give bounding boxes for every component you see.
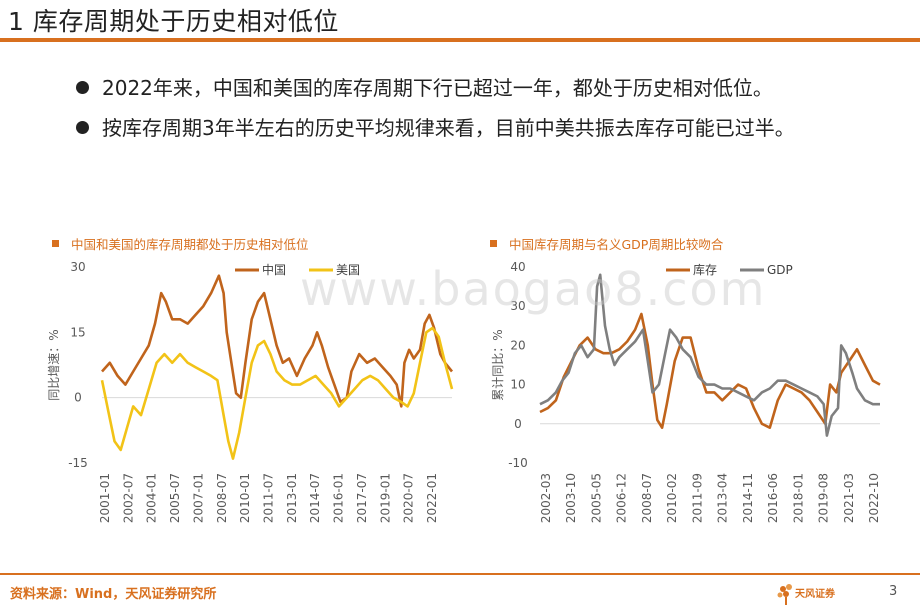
x-tick-label: 2019-01: [378, 473, 392, 523]
x-tick-label: 2004-01: [145, 473, 159, 523]
y-tick-label: 40: [510, 260, 525, 274]
x-tick-label: 2005-07: [168, 473, 182, 523]
x-tick-label: 2020-07: [402, 473, 416, 523]
x-tick-label: 2016-06: [766, 473, 780, 523]
x-tick-label: 2010-01: [238, 473, 252, 523]
footer-source: 资料来源：Wind，天风证券研究所: [10, 587, 217, 602]
y-axis-label: 累计同比：%: [491, 329, 505, 400]
x-tick-label: 2002-07: [121, 473, 135, 523]
logo-text: 天风证券: [795, 587, 836, 600]
x-tick-label: 2013-04: [716, 473, 730, 523]
x-tick-label: 2005-05: [589, 473, 603, 523]
legend-label: 中国: [262, 262, 286, 277]
chart-1-title-text: 中国和美国的库存周期都处于历史相对低位: [71, 237, 309, 252]
x-tick-label: 2008-07: [640, 473, 654, 523]
x-tick-label: 2001-01: [98, 473, 112, 523]
y-tick-label: -10: [508, 456, 528, 470]
x-tick-label: 2017-07: [355, 473, 369, 523]
y-tick-label: 15: [70, 325, 85, 339]
series-line-1: [539, 312, 881, 429]
page-title: 1 库存周期处于历史相对低位: [8, 7, 339, 36]
bullet-list: 2022年来，中国和美国的库存周期下行已超过一年，都处于历史相对低位。 按库存周…: [74, 68, 904, 148]
y-tick-label: -15: [68, 456, 88, 470]
legend-label: 美国: [336, 263, 360, 277]
x-tick-label: 2021-03: [842, 473, 856, 523]
bullet-text: 按库存周期3年半左右的历史平均规律来看，目前中美共振去库存可能已过半。: [102, 116, 795, 140]
series-line-1: [101, 274, 454, 408]
legend-label: GDP: [767, 263, 793, 277]
x-tick-label: 2008-07: [215, 473, 229, 523]
y-tick-label: 20: [510, 338, 525, 352]
page-number: 3: [889, 584, 898, 599]
x-tick-label: 2011-09: [690, 473, 704, 523]
y-tick-label: 30: [70, 260, 85, 274]
x-tick-label: 2016-01: [332, 473, 346, 523]
x-tick-label: 2022-10: [867, 473, 881, 523]
bullet-dot-icon: [76, 81, 89, 94]
bullet-dot-icon: [76, 121, 89, 134]
x-tick-label: 2018-01: [791, 473, 805, 523]
x-tick-label: 2013-01: [285, 473, 299, 523]
x-tick-label: 2014-07: [308, 473, 322, 523]
x-tick-label: 2002-03: [539, 473, 553, 523]
y-tick-label: 0: [74, 391, 82, 405]
series-line-2: [539, 273, 880, 437]
chart-2-title-text: 中国库存周期与名义GDP周期比较吻合: [509, 237, 724, 252]
bullet-item: 2022年来，中国和美国的库存周期下行已超过一年，都处于历史相对低位。: [74, 68, 904, 108]
series-line-2: [100, 326, 454, 460]
x-tick-label: 2007-01: [191, 473, 205, 523]
logo-icon: [777, 584, 792, 605]
y-axis-label: 同比增速：%: [47, 329, 61, 400]
square-bullet-icon: [52, 240, 59, 247]
y-tick-label: 30: [510, 299, 525, 313]
x-tick-label: 2006-12: [615, 473, 629, 523]
footer-rule: [0, 573, 920, 575]
bullet-text: 2022年来，中国和美国的库存周期下行已超过一年，都处于历史相对低位。: [102, 76, 773, 100]
legend-label: 库存: [693, 262, 717, 277]
chart-1-title: 中国和美国的库存周期都处于历史相对低位: [52, 234, 309, 253]
x-tick-label: 2022-01: [425, 473, 439, 523]
square-bullet-icon: [490, 240, 497, 247]
title-rule: [0, 38, 920, 42]
x-tick-label: 2019-08: [817, 473, 831, 523]
chart-2-title: 中国库存周期与名义GDP周期比较吻合: [490, 234, 723, 253]
x-tick-label: 2011-07: [262, 473, 276, 523]
chart-1: 30 15 0 -15 同比增速：% 2001-01 2002-07 2004-01 2005-…: [47, 260, 454, 523]
x-tick-label: 2014-11: [741, 473, 755, 523]
x-tick-label: 2010-02: [665, 473, 679, 523]
y-tick-label: 0: [514, 417, 522, 431]
bullet-item: 按库存周期3年半左右的历史平均规律来看，目前中美共振去库存可能已过半。: [74, 108, 904, 148]
x-tick-label: 2003-10: [564, 473, 578, 523]
watermark: www.baogao8.com: [300, 262, 767, 316]
tianfeng-logo: 天风证券: [777, 584, 836, 605]
y-tick-label: 10: [510, 378, 525, 392]
chart-2: 40 30 20 10 0 -10 累计同比：% 2002-03 2003-10 2005-05 2…: [491, 260, 881, 523]
